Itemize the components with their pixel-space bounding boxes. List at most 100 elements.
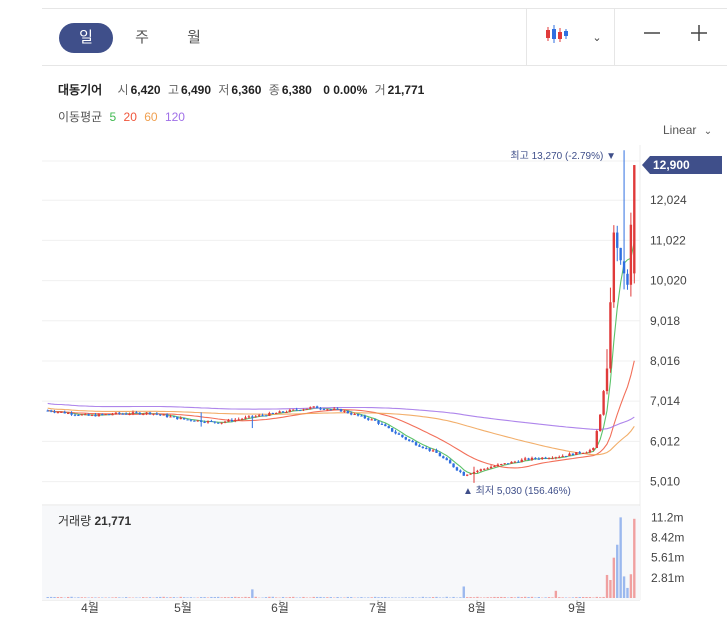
volume-bar (60, 597, 63, 598)
zoom-out-button[interactable] (640, 23, 664, 53)
volume-bar (336, 597, 339, 598)
volume-bar (479, 597, 483, 598)
candlestick-icon[interactable] (540, 23, 574, 53)
candle-body (534, 457, 537, 459)
volume-bar (421, 596, 425, 598)
ma-60-label[interactable]: 60 (144, 110, 158, 124)
candle-body (131, 412, 135, 415)
candle-body (510, 461, 513, 464)
volume-bar (370, 597, 373, 598)
quote-summary: 대동기어 시 6,420 고 6,490 저 6,360 종 6,380 0 0.00%… (58, 81, 424, 98)
scale-selector[interactable]: Linear ⌄ (663, 123, 712, 137)
current-price-label: 12,900 (653, 158, 690, 172)
volume-bar (452, 596, 455, 598)
candle-body (227, 419, 230, 422)
candle-body (247, 416, 251, 418)
chevron-down-icon: ⌄ (703, 126, 713, 137)
ma-20-label[interactable]: 20 (123, 110, 137, 124)
date-tick-label: 4월 (81, 601, 99, 615)
candle-body (234, 419, 237, 422)
candle-body (506, 463, 510, 465)
volume-bar (84, 597, 87, 598)
candle-body (414, 442, 418, 446)
stock-name: 대동기어 (58, 83, 103, 97)
volume-bar (428, 597, 431, 598)
candle-body (547, 458, 551, 460)
volume-bar (77, 597, 80, 598)
volume-bar (380, 597, 384, 598)
candle-body (70, 413, 73, 415)
volume-bar (404, 597, 407, 598)
volume-panel-bg (42, 506, 640, 600)
candle-body (186, 419, 189, 421)
candle-body (179, 417, 182, 420)
volume-bar (124, 597, 128, 598)
volume-tick-label: 11.2m (651, 510, 683, 524)
volume-bar (179, 596, 182, 598)
candle-body (592, 448, 595, 451)
volume-bar (206, 597, 210, 598)
candle-body (503, 463, 506, 465)
volume-bar (616, 544, 619, 598)
volume-bar (162, 596, 165, 598)
volume-title-value: 21,771 (94, 514, 132, 528)
volume-bar (544, 597, 547, 598)
candle-body (564, 455, 568, 457)
candle-body (500, 464, 503, 466)
candle-body (332, 408, 336, 410)
volume-bar (346, 596, 350, 598)
candle-body (350, 413, 353, 415)
volume-bar (182, 597, 186, 598)
volume-bar (493, 596, 496, 598)
candle-body (66, 413, 70, 415)
candle-body (397, 433, 401, 435)
volume-bar (585, 597, 588, 598)
volume-bar (411, 597, 414, 598)
volume-bar (489, 597, 493, 598)
candle-body (421, 446, 425, 449)
open-value: 6,420 (130, 83, 161, 97)
tab-day[interactable]: 일 (59, 23, 113, 53)
zoom-in-button[interactable] (687, 23, 711, 53)
volume-bar (111, 597, 114, 598)
candle-body (94, 414, 97, 417)
volume-bar (384, 596, 387, 598)
toolbar-divider (614, 9, 615, 65)
candle-body (459, 470, 462, 472)
candle-body (80, 414, 84, 416)
candle-body (517, 461, 520, 463)
tab-week[interactable]: 주 (135, 29, 149, 46)
ma-5-label[interactable]: 5 (109, 110, 117, 124)
volume-bar (53, 596, 56, 598)
candle-body (165, 414, 169, 418)
volume-bar (575, 597, 578, 598)
tab-month[interactable]: 월 (187, 29, 201, 46)
volume-bar (373, 596, 377, 598)
candle-body (336, 408, 339, 410)
candle-body (257, 415, 261, 417)
volume-bar (431, 597, 435, 598)
candle-body (489, 466, 493, 469)
volume-bar (322, 597, 326, 598)
candle-body (107, 414, 111, 416)
candle-body (360, 415, 363, 417)
ma-120-label[interactable]: 120 (164, 110, 185, 124)
volume-bar (530, 596, 534, 598)
candle-body (438, 452, 442, 457)
candle-body (315, 406, 319, 409)
candle-body (302, 409, 305, 411)
candle-body (53, 411, 56, 413)
ma-label: 이동평균 (58, 110, 103, 124)
candle-body (155, 413, 159, 415)
volume-bar (561, 597, 564, 598)
candle-body (152, 413, 155, 415)
candle-body (49, 410, 53, 412)
volume-bar (605, 574, 609, 598)
candle-body (483, 468, 486, 470)
candle-body (292, 409, 295, 411)
volume-bar (547, 597, 551, 598)
chevron-down-icon[interactable]: ⌄ (592, 32, 602, 44)
volume-bar (213, 597, 217, 598)
high-label: 고 (167, 83, 179, 97)
